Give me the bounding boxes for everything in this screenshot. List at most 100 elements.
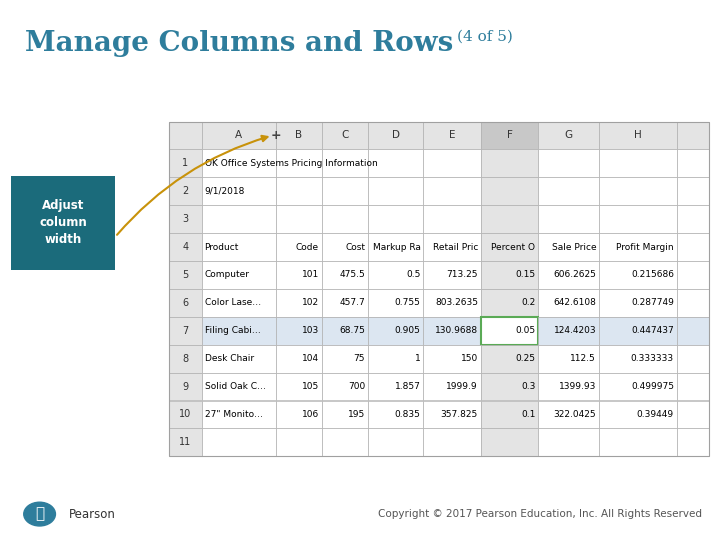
FancyBboxPatch shape (368, 317, 423, 345)
Text: Code: Code (296, 242, 319, 252)
Text: Computer: Computer (204, 271, 250, 280)
Text: 6: 6 (182, 298, 189, 308)
Text: 195: 195 (348, 410, 365, 419)
Text: 1.857: 1.857 (395, 382, 420, 391)
FancyBboxPatch shape (368, 289, 423, 317)
FancyBboxPatch shape (677, 261, 709, 289)
Text: A: A (235, 131, 243, 140)
FancyBboxPatch shape (169, 373, 202, 401)
FancyBboxPatch shape (368, 205, 423, 233)
FancyBboxPatch shape (322, 345, 368, 373)
Text: 27" Monito…: 27" Monito… (204, 410, 263, 419)
FancyBboxPatch shape (322, 261, 368, 289)
FancyBboxPatch shape (423, 177, 481, 205)
FancyBboxPatch shape (169, 261, 202, 289)
Text: Ⓟ: Ⓟ (35, 507, 44, 522)
FancyBboxPatch shape (202, 205, 276, 233)
FancyBboxPatch shape (368, 177, 423, 205)
FancyBboxPatch shape (276, 317, 322, 345)
FancyBboxPatch shape (539, 205, 599, 233)
FancyBboxPatch shape (677, 233, 709, 261)
Text: Product: Product (204, 242, 239, 252)
FancyBboxPatch shape (599, 345, 677, 373)
Text: 112.5: 112.5 (570, 354, 596, 363)
FancyBboxPatch shape (169, 150, 202, 177)
Text: 10: 10 (179, 409, 192, 420)
FancyBboxPatch shape (599, 261, 677, 289)
FancyBboxPatch shape (423, 373, 481, 401)
Text: Filing Cabi…: Filing Cabi… (204, 326, 260, 335)
Text: F: F (507, 131, 513, 140)
FancyBboxPatch shape (276, 205, 322, 233)
FancyBboxPatch shape (202, 428, 276, 456)
Text: C: C (341, 131, 348, 140)
FancyBboxPatch shape (276, 373, 322, 401)
Text: Adjust
column
width: Adjust column width (39, 199, 87, 246)
Text: 0.1: 0.1 (521, 410, 536, 419)
Text: 0.333333: 0.333333 (631, 354, 674, 363)
FancyBboxPatch shape (423, 261, 481, 289)
Text: E: E (449, 131, 455, 140)
FancyBboxPatch shape (276, 233, 322, 261)
FancyBboxPatch shape (169, 205, 202, 233)
Text: 0.215686: 0.215686 (631, 271, 674, 280)
FancyBboxPatch shape (276, 261, 322, 289)
FancyBboxPatch shape (677, 150, 709, 177)
FancyBboxPatch shape (599, 289, 677, 317)
FancyBboxPatch shape (677, 345, 709, 373)
Text: 130.9688: 130.9688 (435, 326, 478, 335)
FancyBboxPatch shape (202, 233, 276, 261)
FancyBboxPatch shape (423, 345, 481, 373)
Text: 103: 103 (302, 326, 319, 335)
FancyBboxPatch shape (368, 401, 423, 428)
FancyBboxPatch shape (169, 122, 202, 150)
Text: 1: 1 (415, 354, 420, 363)
FancyBboxPatch shape (276, 122, 322, 150)
FancyBboxPatch shape (539, 122, 599, 150)
FancyBboxPatch shape (368, 345, 423, 373)
FancyBboxPatch shape (539, 317, 599, 345)
Text: 642.6108: 642.6108 (553, 298, 596, 307)
Text: 475.5: 475.5 (339, 271, 365, 280)
Text: 5: 5 (182, 270, 189, 280)
Text: Profit Margin: Profit Margin (616, 242, 674, 252)
FancyBboxPatch shape (322, 401, 368, 428)
Text: Cost: Cost (345, 242, 365, 252)
Text: 0.39449: 0.39449 (636, 410, 674, 419)
Text: 0.05: 0.05 (516, 326, 536, 335)
Text: 457.7: 457.7 (339, 298, 365, 307)
Text: 8: 8 (182, 354, 189, 363)
Text: 0.3: 0.3 (521, 382, 536, 391)
FancyBboxPatch shape (322, 233, 368, 261)
FancyBboxPatch shape (368, 233, 423, 261)
Text: 7: 7 (182, 326, 189, 336)
FancyBboxPatch shape (423, 289, 481, 317)
FancyBboxPatch shape (539, 401, 599, 428)
Text: Sale Price: Sale Price (552, 242, 596, 252)
Text: 11: 11 (179, 437, 192, 447)
Text: 357.825: 357.825 (441, 410, 478, 419)
FancyBboxPatch shape (322, 150, 368, 177)
Text: 0.447437: 0.447437 (631, 326, 674, 335)
FancyBboxPatch shape (481, 289, 539, 317)
FancyBboxPatch shape (322, 177, 368, 205)
Text: 4: 4 (182, 242, 189, 252)
Text: G: G (564, 131, 572, 140)
FancyBboxPatch shape (481, 428, 539, 456)
FancyBboxPatch shape (677, 122, 709, 150)
FancyBboxPatch shape (276, 177, 322, 205)
FancyBboxPatch shape (539, 177, 599, 205)
FancyBboxPatch shape (276, 289, 322, 317)
FancyBboxPatch shape (169, 401, 202, 428)
FancyBboxPatch shape (276, 150, 322, 177)
FancyBboxPatch shape (599, 233, 677, 261)
Text: Manage Columns and Rows: Manage Columns and Rows (25, 30, 454, 57)
Text: 150: 150 (461, 354, 478, 363)
FancyBboxPatch shape (539, 373, 599, 401)
FancyBboxPatch shape (599, 317, 677, 345)
Text: 1: 1 (182, 158, 189, 168)
FancyBboxPatch shape (169, 177, 202, 205)
FancyBboxPatch shape (423, 205, 481, 233)
Text: 606.2625: 606.2625 (553, 271, 596, 280)
Text: OK Office Systems Pricing Information: OK Office Systems Pricing Information (204, 159, 377, 168)
